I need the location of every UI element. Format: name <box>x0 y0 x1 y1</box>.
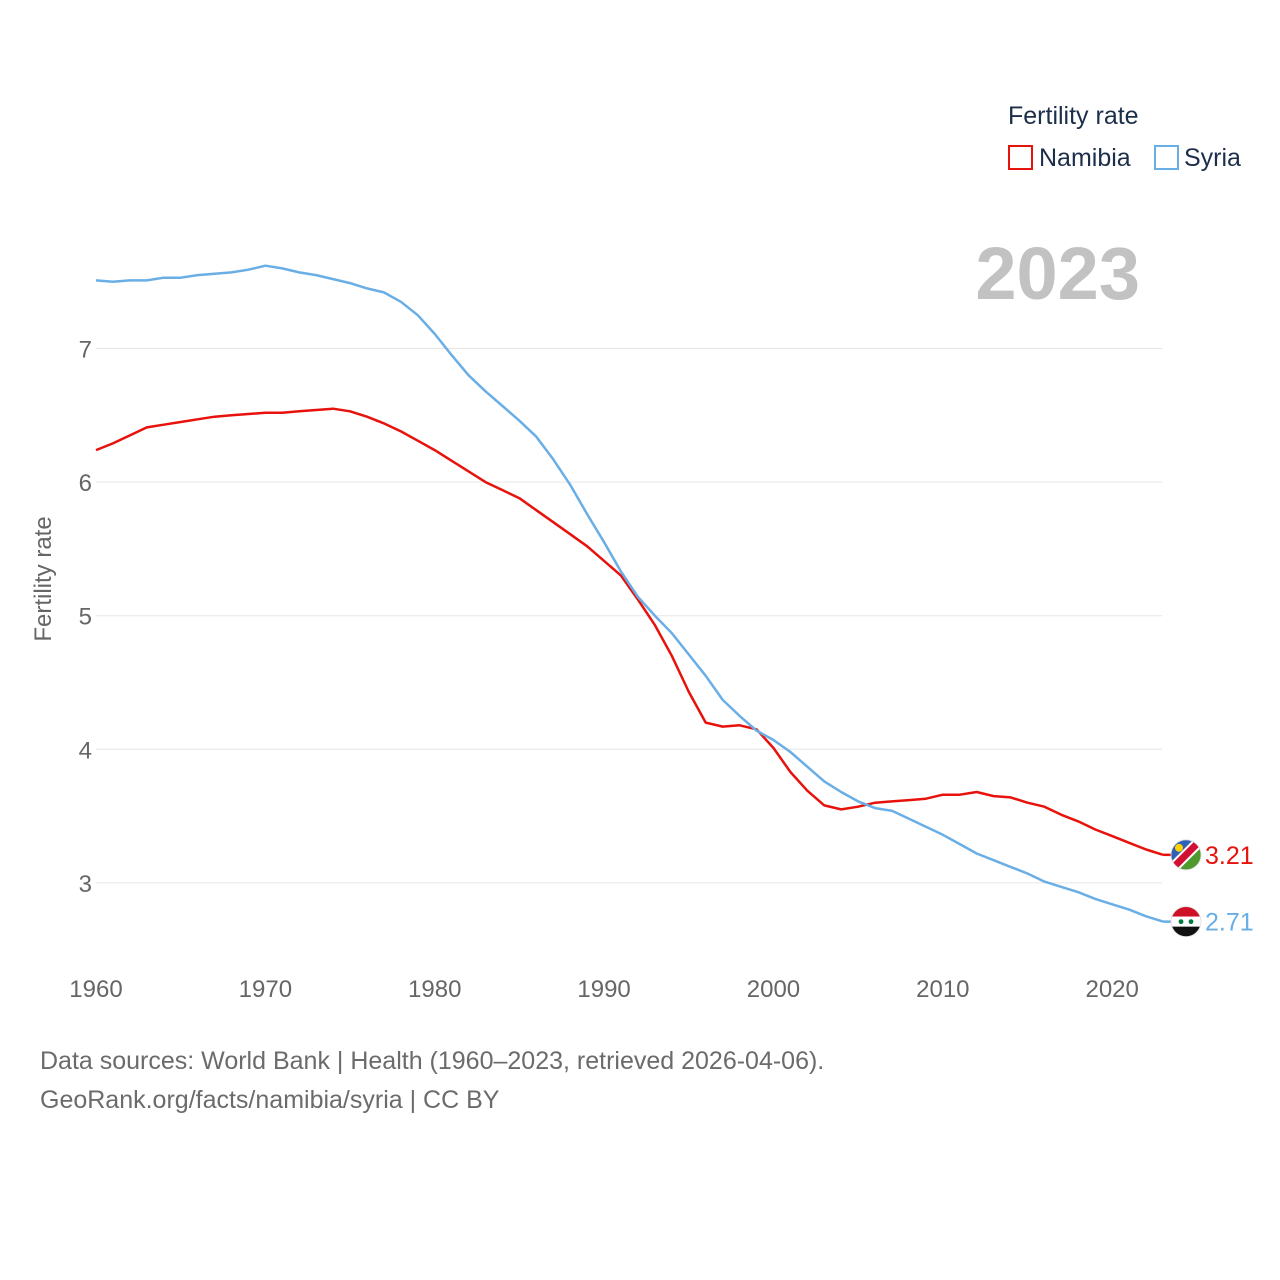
y-tick-label: 6 <box>79 470 92 497</box>
axes: 3 4 5 6 7 1960 1970 1980 1990 2000 2010 2020 <box>69 337 1139 1003</box>
end-value-label-namibia: 3.21 <box>1205 842 1254 870</box>
legend-label-syria[interactable]: Syria <box>1184 144 1241 172</box>
footer: Data sources: World Bank | Health (1960–… <box>40 1042 824 1120</box>
legend: Fertility rate Namibia Syria <box>1008 102 1241 172</box>
legend-title: Fertility rate <box>1008 102 1139 130</box>
y-tick-label: 7 <box>79 337 92 364</box>
series-line-namibia <box>95 407 1164 856</box>
flag-part <box>1171 916 1201 927</box>
legend-swatch-syria[interactable] <box>1154 145 1179 170</box>
x-tick-label: 2000 <box>747 976 800 1003</box>
x-tick-label: 1970 <box>239 976 292 1003</box>
flag-border <box>1170 906 1202 938</box>
legend-label-namibia[interactable]: Namibia <box>1039 144 1131 172</box>
legend-swatch-namibia[interactable] <box>1008 145 1033 170</box>
x-tick-label: 2010 <box>916 976 969 1003</box>
flag-part <box>1175 843 1183 852</box>
x-tick-label: 1960 <box>69 976 122 1003</box>
credit-link[interactable]: GeoRank.org/facts/namibia/syria | CC BY <box>40 1086 500 1114</box>
y-tick-label: 3 <box>79 871 92 898</box>
data-source-note: Data sources: World Bank | Health (1960–… <box>40 1047 825 1075</box>
grid-lines <box>96 348 1162 884</box>
flag-border <box>1170 839 1202 871</box>
x-tick-label: 1990 <box>577 976 630 1003</box>
y-axis-label: Fertility rate <box>30 516 57 641</box>
x-tick-label: 2020 <box>1085 976 1138 1003</box>
flag-part <box>1188 919 1194 925</box>
series-line-syria <box>95 264 1164 923</box>
end-value-label-syria: 2.71 <box>1205 909 1254 937</box>
y-tick-label: 5 <box>79 604 92 631</box>
flag-part <box>1171 926 1201 937</box>
year-overlay: 2023 <box>975 232 1140 315</box>
flag-part <box>1178 919 1184 925</box>
flag-part <box>1171 906 1201 917</box>
series-lines <box>95 264 1164 923</box>
series-endpoints: 3.21 2.71 <box>1163 839 1254 938</box>
y-tick-label: 4 <box>79 737 92 764</box>
x-tick-label: 1980 <box>408 976 461 1003</box>
namibia-flag-icon <box>1171 839 1201 870</box>
syria-flag-icon <box>1171 906 1201 937</box>
